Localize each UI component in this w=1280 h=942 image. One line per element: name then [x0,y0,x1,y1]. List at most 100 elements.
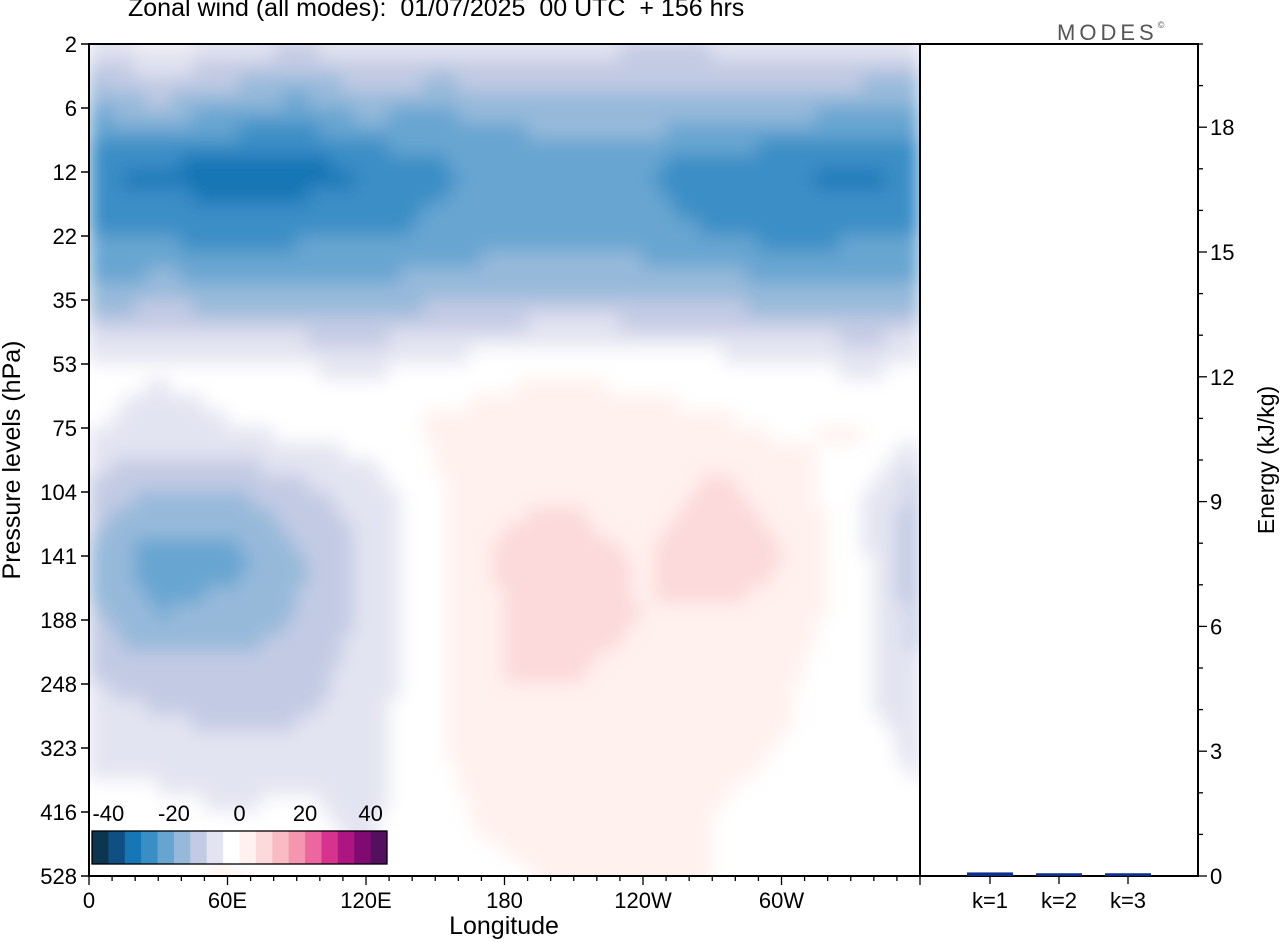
energy-bar [967,872,1013,876]
heatmap-cell [527,139,541,157]
heatmap-cell [538,539,552,557]
heatmap-cell [504,155,518,173]
heatmap-cell [896,59,910,77]
heatmap-cell [711,587,725,605]
heatmap-cell [273,763,287,781]
heatmap-cell [792,763,806,781]
heatmap-cell [446,235,460,253]
heatmap-cell [319,59,333,77]
heatmap-cell [273,267,287,285]
heatmap-cell [757,555,771,573]
heatmap-cell [423,891,436,909]
heatmap-cell [400,747,414,765]
heatmap-cell [284,779,298,797]
heatmap-cell [227,603,241,621]
heatmap-cell [227,459,241,477]
heatmap-cell [769,411,783,429]
heatmap-cell [100,459,114,477]
heatmap-cell [111,75,125,93]
heatmap-cell [550,667,564,685]
heatmap-cell [215,44,229,61]
heatmap-cell [827,747,841,765]
heatmap-cell [584,379,598,397]
heatmap-cell [203,459,217,477]
heatmap-cell [700,699,714,717]
heatmap-cell [134,123,148,141]
heatmap-cell [388,683,402,701]
heatmap-cell [157,267,171,285]
heatmap-cell [815,587,829,605]
heatmap-cell [561,139,575,157]
heatmap-cell [308,891,321,909]
heatmap-cell [307,363,321,381]
heatmap-cell [804,539,818,557]
heatmap-cell [792,395,806,413]
heatmap-cell [261,123,275,141]
pressure-tick-label: 104 [40,480,77,505]
heatmap-cell [619,651,633,669]
heatmap-cell [446,683,460,701]
heatmap-cell [227,619,241,637]
heatmap-cell [850,715,864,733]
heatmap-cell [723,619,737,637]
heatmap-cell [561,107,575,125]
heatmap-cell [665,315,679,333]
heatmap-cell [492,203,506,221]
heatmap-cell [157,875,171,876]
heatmap-cell [411,315,425,333]
heatmap-cell [838,795,852,813]
heatmap-cell [342,619,356,637]
heatmap-cell [296,44,310,61]
heatmap-cell [538,59,552,77]
heatmap-cell [700,827,714,845]
heatmap-cell [769,379,783,397]
heatmap-cell [677,44,691,61]
heatmap-cell [365,331,379,349]
heatmap-cell [757,123,771,141]
heatmap-cell [873,699,887,717]
heatmap-cell [688,475,702,493]
heatmap-cell [896,171,910,189]
heatmap-cell [804,11,817,29]
heatmap-cell [353,283,367,301]
heatmap-cell [584,395,598,413]
heatmap-cell [146,443,160,461]
heatmap-cell [700,523,714,541]
heatmap-cell [250,171,264,189]
heatmap-cell [734,299,748,317]
heatmap-cell [723,587,737,605]
heatmap-cell [550,443,564,461]
heatmap-cell [284,443,298,461]
heatmap-cell [250,795,264,813]
heatmap-cell [100,571,114,589]
heatmap-cell [884,379,898,397]
heatmap-cell [861,315,875,333]
heatmap-cell [284,587,298,605]
heatmap-cell [619,523,633,541]
heatmap-cell [907,283,920,301]
heatmap-cell [307,443,321,461]
heatmap-cell [607,603,621,621]
heatmap-cell [723,347,737,365]
heatmap-cell [850,619,864,637]
heatmap-cell [619,603,633,621]
heatmap-cell [434,619,448,637]
heatmap-cell [146,331,160,349]
heatmap-cell [538,651,552,669]
heatmap-cell [123,315,137,333]
heatmap-cell [423,811,437,829]
heatmap-cell [423,651,437,669]
heatmap-cell [550,251,564,269]
heatmap-cell [434,187,448,205]
heatmap-cell [446,395,460,413]
heatmap-cell [261,44,275,45]
heatmap-cell [827,539,841,557]
heatmap-cell [203,75,217,93]
heatmap-cell [89,795,102,813]
heatmap-cell [123,603,137,621]
heatmap-cell [711,539,725,557]
heatmap-cell [630,763,644,781]
heatmap-cell [562,11,575,29]
heatmap-cell [527,59,541,77]
heatmap-cell [792,683,806,701]
